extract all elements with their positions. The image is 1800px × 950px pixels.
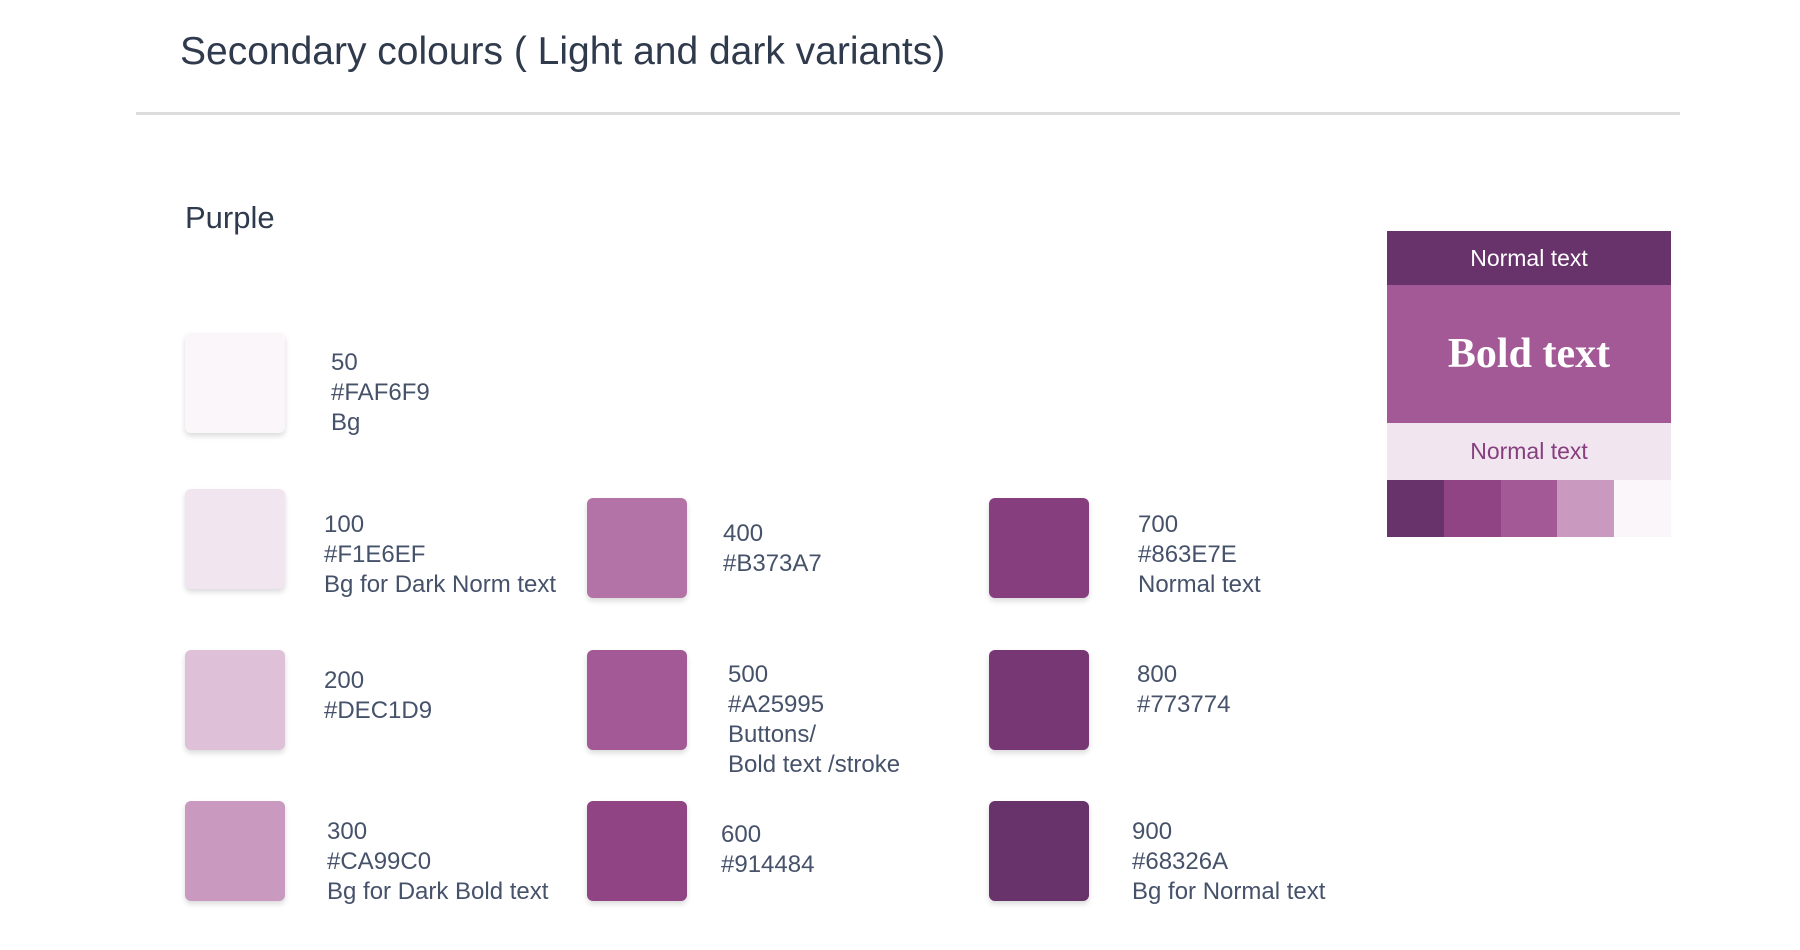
swatch-text: 50 xyxy=(331,349,358,376)
strip-cell xyxy=(1500,480,1558,537)
swatch-label: 50 #FAF6F9 Bg xyxy=(331,348,430,438)
strip-cell xyxy=(1387,480,1444,537)
swatch-text: #DEC1D9 xyxy=(324,697,433,724)
preview-bottom-text: Normal text xyxy=(1470,438,1588,464)
swatch-text: Buttons/ xyxy=(728,721,817,748)
divider xyxy=(136,112,1680,115)
swatch-text: Bg for Normal text xyxy=(1132,878,1326,905)
swatch-label: 100 #F1E6EF Bg for Dark Norm text xyxy=(324,510,556,600)
color-swatch xyxy=(185,333,285,433)
swatch-label: 400 #B373A7 xyxy=(723,519,822,579)
swatch-text: Bg for Dark Norm text xyxy=(324,571,557,598)
color-swatch xyxy=(587,498,687,598)
swatch-label: 200 #DEC1D9 xyxy=(324,666,432,726)
swatch-text: #FAF6F9 xyxy=(331,379,430,406)
preview-bottom: Normal text xyxy=(1387,423,1671,480)
swatch-label: 800 #773774 xyxy=(1137,660,1230,720)
color-swatch xyxy=(185,801,285,901)
strip-cell xyxy=(1614,480,1671,537)
strip-cell xyxy=(1557,480,1615,537)
preview-bold: Bold text xyxy=(1387,285,1671,423)
swatch-text: Bg xyxy=(331,409,361,436)
swatch-text: #863E7E xyxy=(1138,541,1237,568)
color-swatch xyxy=(989,498,1089,598)
swatch-text: 100 xyxy=(324,511,365,538)
swatch-text: #773774 xyxy=(1137,691,1231,718)
swatch-text: 800 xyxy=(1137,661,1178,688)
swatch-text: #914484 xyxy=(721,851,815,878)
swatch-text: #68326A xyxy=(1132,848,1229,875)
swatch-text: Normal text xyxy=(1138,571,1261,598)
preview-top: Normal text xyxy=(1387,231,1671,285)
preview-bold-text: Bold text xyxy=(1447,331,1611,377)
swatch-text: 300 xyxy=(327,818,368,845)
color-swatch xyxy=(185,489,285,589)
color-swatch xyxy=(185,650,285,750)
swatch-label: 700 #863E7E Normal text xyxy=(1138,510,1261,600)
page-title: Secondary colours ( Light and dark varia… xyxy=(180,30,946,73)
swatch-text: 600 xyxy=(721,821,762,848)
section-title: Purple xyxy=(185,200,275,235)
swatch-label: 600 #914484 xyxy=(721,820,814,880)
color-swatch xyxy=(587,650,687,750)
swatch-text: #A25995 xyxy=(728,691,825,718)
color-swatch xyxy=(989,801,1089,901)
swatch-text: 700 xyxy=(1138,511,1179,538)
swatch-text: Bold text /stroke xyxy=(728,751,901,778)
swatch-text: #B373A7 xyxy=(723,550,822,577)
swatch-label: 900 #68326A Bg for Normal text xyxy=(1132,817,1325,907)
swatch-text: #F1E6EF xyxy=(324,541,426,568)
swatch-text: 400 xyxy=(723,520,764,547)
swatch-text: #CA99C0 xyxy=(327,848,432,875)
swatch-text: 900 xyxy=(1132,818,1173,845)
strip-cell xyxy=(1443,480,1501,537)
preview-top-text: Normal text xyxy=(1470,244,1588,271)
color-strip xyxy=(1387,480,1671,537)
color-swatch xyxy=(587,801,687,901)
swatch-text: 500 xyxy=(728,661,769,688)
swatch-text: 200 xyxy=(324,667,365,694)
swatch-label: 300 #CA99C0 Bg for Dark Bold text xyxy=(327,817,548,907)
color-swatch xyxy=(989,650,1089,750)
preview-card: Normal text Bold text Normal text xyxy=(1387,231,1671,537)
swatch-text: Bg for Dark Bold text xyxy=(327,878,549,905)
swatch-label: 500 #A25995 Buttons/Bold text /stroke xyxy=(728,660,900,780)
